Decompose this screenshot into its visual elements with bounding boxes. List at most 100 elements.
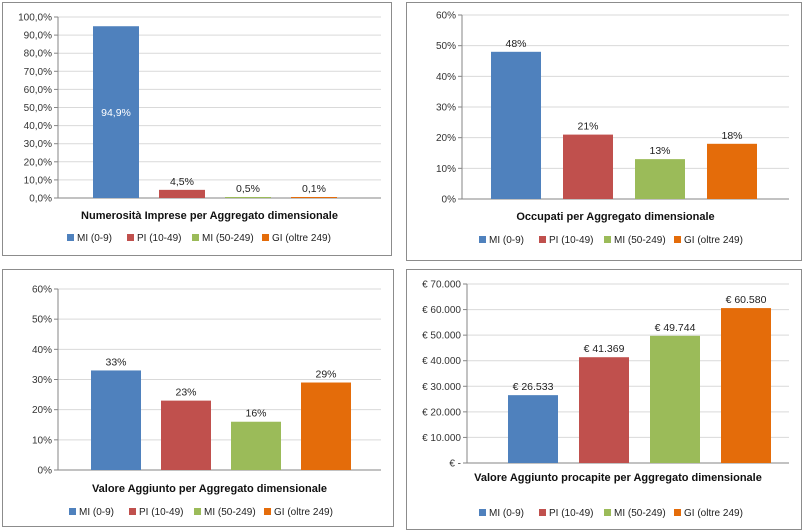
legend-label-mi-0-9: MI (0-9) (489, 508, 524, 519)
y-tick-label: € 50.000 (422, 331, 461, 342)
data-label-mi-50-249: 0,5% (236, 183, 260, 195)
legend-swatch-gi-oltre-249 (674, 236, 681, 243)
legend-swatch-mi-50-249 (604, 236, 611, 243)
legend-label-pi-10-49: PI (10-49) (549, 235, 593, 246)
chart-numerosita-imprese: 0,0% 10,0% 20,0% 30,0% 40,0% 50,0% 60,0% 70,0% 8… (18, 13, 381, 244)
legend-label-gi-oltre-249: GI (oltre 249) (684, 508, 743, 519)
y-tick-label: 50,0% (24, 103, 52, 114)
y-tick-label: 40,0% (24, 121, 52, 132)
y-tick-label: 30% (436, 103, 456, 114)
legend-swatch-gi-oltre-249 (674, 509, 681, 516)
bar-gi-oltre-249 (707, 143, 757, 199)
y-tick-label: 10% (32, 435, 52, 446)
data-label-mi-0-9: € 26.533 (513, 381, 554, 393)
bar-mi-50-249 (231, 421, 281, 470)
data-label-pi-10-49: 21% (577, 121, 598, 133)
y-tick-label: € - (449, 459, 461, 470)
y-tick-label: 90,0% (24, 31, 52, 42)
y-tick-label: 10% (436, 164, 456, 175)
chart-title: Numerosità Imprese per Aggregato dimensi… (81, 210, 338, 222)
legend-swatch-mi-0-9 (479, 509, 486, 516)
y-tick-label: 40% (436, 72, 456, 83)
y-tick-label: 70,0% (24, 67, 52, 78)
bar-pi-10-49 (563, 134, 613, 199)
bar-gi-oltre-249 (721, 308, 771, 463)
legend-swatch-mi-0-9 (67, 234, 74, 241)
data-label-mi-50-249: 13% (649, 145, 670, 157)
chart-panel-numerosita-imprese: 0,0% 10,0% 20,0% 30,0% 40,0% 50,0% 60,0% 70,0% 8… (2, 2, 392, 256)
legend-label-gi-oltre-249: GI (oltre 249) (684, 235, 743, 246)
bar-gi-oltre-249 (291, 197, 337, 198)
legend-swatch-mi-0-9 (69, 508, 76, 515)
y-tick-label: € 20.000 (422, 407, 461, 418)
bar-pi-10-49 (579, 357, 629, 463)
chart-panel-valore-aggiunto: 0% 10% 20% 30% 40% 50% 60% 33% 23% 16% 29% Valore A… (2, 269, 394, 527)
bar-mi-0-9 (491, 51, 541, 199)
y-tick-label: 20% (436, 133, 456, 144)
y-tick-label: 10,0% (24, 175, 52, 186)
bar-mi-50-249 (650, 335, 700, 463)
legend-swatch-mi-50-249 (194, 508, 201, 515)
data-label-mi-50-249: € 49.744 (655, 322, 696, 334)
legend-label-gi-oltre-249: GI (oltre 249) (272, 233, 331, 244)
y-tick-label: € 30.000 (422, 382, 461, 393)
y-tick-label: 80,0% (24, 49, 52, 60)
legend-swatch-pi-10-49 (127, 234, 134, 241)
legend-swatch-mi-0-9 (479, 236, 486, 243)
legend-label-pi-10-49: PI (10-49) (549, 508, 593, 519)
legend-label-mi-50-249: MI (50-249) (204, 507, 256, 518)
data-label-gi-oltre-249: 18% (721, 130, 742, 142)
bar-mi-50-249 (635, 159, 685, 199)
y-tick-label: € 10.000 (422, 433, 461, 444)
bar-mi-0-9 (93, 26, 139, 198)
y-tick-label: 0% (38, 466, 53, 477)
legend-label-mi-50-249: MI (50-249) (614, 235, 666, 246)
legend-label-mi-0-9: MI (0-9) (79, 507, 114, 518)
data-label-mi-0-9: 48% (505, 38, 526, 50)
data-label-mi-50-249: 16% (245, 408, 266, 420)
chart-valore-aggiunto-procapite: € - € 10.000 € 20.000 € 30.000 € 40.000 € 50.… (422, 280, 789, 519)
legend-swatch-mi-50-249 (604, 509, 611, 516)
y-tick-label: 60,0% (24, 85, 52, 96)
y-tick-label: 20% (32, 405, 52, 416)
y-tick-label: 30,0% (24, 139, 52, 150)
y-tick-label: 100,0% (18, 13, 52, 24)
legend-swatch-gi-oltre-249 (264, 508, 271, 515)
chart-occupati: 0% 10% 20% 30% 40% 50% 60% 48% 21% 13% 18% Occupati… (436, 11, 789, 246)
legend-swatch-pi-10-49 (539, 509, 546, 516)
chart-title: Occupati per Aggregato dimensionale (516, 211, 714, 223)
bar-pi-10-49 (161, 400, 211, 470)
y-tick-label: 0% (442, 195, 457, 206)
data-label-pi-10-49: 23% (175, 387, 196, 399)
data-label-gi-oltre-249: 0,1% (302, 183, 326, 195)
chart-panel-valore-aggiunto-procapite: € - € 10.000 € 20.000 € 30.000 € 40.000 € 50.… (406, 269, 802, 530)
legend-swatch-gi-oltre-249 (262, 234, 269, 241)
legend-label-mi-0-9: MI (0-9) (77, 233, 112, 244)
legend-label-mi-0-9: MI (0-9) (489, 235, 524, 246)
chart-title: Valore Aggiunto per Aggregato dimensiona… (92, 483, 327, 495)
legend-swatch-pi-10-49 (539, 236, 546, 243)
y-tick-label: 20,0% (24, 157, 52, 168)
y-tick-label: 60% (32, 285, 52, 296)
bar-gi-oltre-249 (301, 382, 351, 470)
legend-swatch-pi-10-49 (129, 508, 136, 515)
chart-title: Valore Aggiunto procapite per Aggregato … (474, 472, 762, 484)
legend-label-pi-10-49: PI (10-49) (137, 233, 181, 244)
legend-label-gi-oltre-249: GI (oltre 249) (274, 507, 333, 518)
data-label-mi-0-9: 33% (105, 356, 126, 368)
y-tick-label: 60% (436, 11, 456, 22)
y-tick-label: 50% (32, 315, 52, 326)
y-tick-label: € 70.000 (422, 280, 461, 291)
bar-mi-50-249 (225, 197, 271, 198)
data-label-mi-0-9: 94,9% (101, 107, 131, 119)
data-label-pi-10-49: 4,5% (170, 176, 194, 188)
data-label-pi-10-49: € 41.369 (584, 343, 625, 355)
legend-swatch-mi-50-249 (192, 234, 199, 241)
data-label-gi-oltre-249: 29% (315, 369, 336, 381)
y-tick-label: 30% (32, 375, 52, 386)
y-tick-label: € 40.000 (422, 356, 461, 367)
y-tick-label: 0,0% (29, 194, 52, 205)
chart-valore-aggiunto: 0% 10% 20% 30% 40% 50% 60% 33% 23% 16% 29% Valore A… (32, 285, 381, 518)
chart-panel-occupati: 0% 10% 20% 30% 40% 50% 60% 48% 21% 13% 18% Occupati… (406, 2, 802, 261)
bar-pi-10-49 (159, 189, 205, 198)
